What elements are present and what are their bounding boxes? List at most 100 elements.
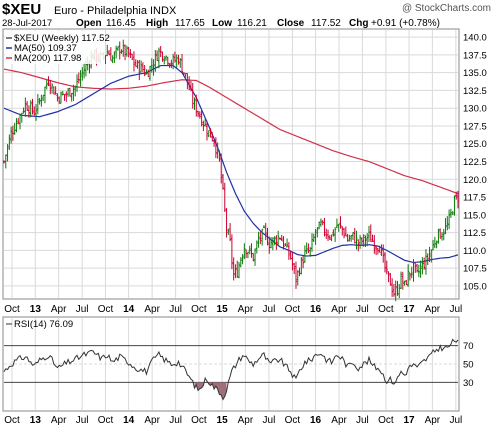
rsi-x-tick-label: Apr (238, 415, 254, 426)
price-panel-frame (2, 28, 460, 300)
price-x-tick-label: Apr (425, 304, 441, 315)
price-bar (296, 270, 299, 286)
price-bar (305, 242, 308, 255)
price-bar (204, 117, 207, 127)
price-bar (239, 257, 242, 268)
price-y-tick-label: 130.0 (463, 104, 487, 115)
price-bar (156, 50, 159, 61)
price-bar (330, 234, 333, 242)
price-bar (108, 49, 111, 56)
price-bar (168, 63, 171, 68)
price-bar (109, 47, 112, 61)
price-bar (147, 69, 150, 78)
price-bar (148, 65, 151, 81)
price-bar (423, 257, 426, 270)
price-x-tick-label: 15 (217, 304, 229, 315)
price-legend: $XEU (Weekly) 117.52 MA(50) 109.37 MA(20… (5, 31, 110, 64)
price-bar (291, 252, 294, 271)
price-bar (67, 87, 70, 97)
rsi-x-tick-label: Jul (356, 415, 369, 426)
price-bar (257, 231, 260, 248)
price-bar (47, 76, 50, 87)
rsi-y-axis: 70 50 30 (463, 341, 474, 389)
price-bar (318, 221, 321, 230)
price-bar (17, 117, 20, 125)
price-y-axis: 105.0 107.5 110.0 112.5 115.0 117.5 120.0 122.5… (463, 33, 487, 293)
price-bar (58, 96, 61, 105)
low-value: 116.21 (237, 18, 267, 29)
rsi-y-tick-label: 70 (463, 341, 474, 352)
price-bar (8, 134, 11, 150)
price-bar (449, 208, 452, 218)
price-bar (262, 225, 265, 228)
price-bar (205, 120, 208, 141)
price-bar (271, 237, 274, 251)
price-bar (264, 222, 267, 241)
price-bar (214, 137, 217, 159)
price-bar (31, 98, 34, 115)
price-bar (451, 211, 454, 215)
price-y-tick-label: 105.0 (463, 281, 487, 292)
price-y-tick-label: 127.5 (463, 121, 487, 132)
price-bar (33, 106, 36, 116)
price-bar (77, 72, 80, 84)
price-bar (36, 93, 39, 115)
price-bar (430, 249, 433, 263)
close-value: 117.52 (311, 18, 341, 29)
price-bar (314, 229, 317, 245)
price-x-tick-label: 16 (310, 304, 322, 315)
price-bar (59, 91, 62, 104)
price-bar (300, 257, 303, 275)
rsi-x-tick-label: Oct (4, 415, 20, 426)
price-bar (116, 46, 119, 51)
rsi-oversold-area (208, 382, 227, 400)
price-bar (51, 83, 54, 94)
price-bar (366, 233, 369, 247)
price-x-tick-label: 14 (123, 304, 135, 315)
price-bar (394, 280, 397, 302)
price-bar (234, 264, 237, 279)
price-bar (225, 207, 228, 238)
price-bar (448, 209, 451, 229)
price-bar (457, 190, 459, 209)
price-bar (75, 74, 78, 92)
price-bar (63, 93, 66, 101)
price-x-tick-label: Jul (356, 304, 369, 315)
price-bar (375, 245, 378, 256)
price-bar (127, 46, 130, 58)
rsi-x-tick-label: Oct (285, 415, 301, 426)
price-bar (401, 271, 404, 290)
price-bar (332, 229, 335, 237)
price-bar (455, 191, 458, 200)
price-bar (426, 253, 429, 266)
chg-value: +0.91 (+0.78%) (371, 18, 440, 29)
watermark: @ StockCharts.com (402, 3, 491, 14)
price-bar (293, 262, 296, 275)
price-bar (195, 94, 198, 117)
price-bar (387, 271, 390, 283)
rsi-x-tick-label: 13 (30, 415, 42, 426)
price-x-tick-label: Jul (449, 304, 462, 315)
price-bar (29, 100, 32, 118)
rsi-x-tick-label: 14 (123, 415, 135, 426)
close-label: Close (277, 18, 305, 29)
price-bar (417, 264, 420, 278)
price-bar (221, 173, 224, 190)
price-bar (207, 129, 210, 138)
price-y-tick-label: 120.0 (463, 175, 487, 186)
price-bar (154, 50, 157, 72)
price-bar (323, 217, 326, 237)
price-bar (357, 239, 360, 252)
price-bar (246, 251, 249, 259)
price-bar (140, 60, 143, 73)
price-bar (348, 234, 351, 242)
price-bar (223, 182, 226, 212)
price-bar (45, 79, 48, 90)
price-bar (432, 239, 435, 251)
price-bars (3, 39, 459, 302)
price-y-tick-label: 110.0 (463, 246, 486, 257)
rsi-x-tick-label: 15 (217, 415, 229, 426)
price-bar (343, 227, 346, 239)
price-x-tick-label: Apr (238, 304, 254, 315)
price-bar (166, 56, 169, 66)
